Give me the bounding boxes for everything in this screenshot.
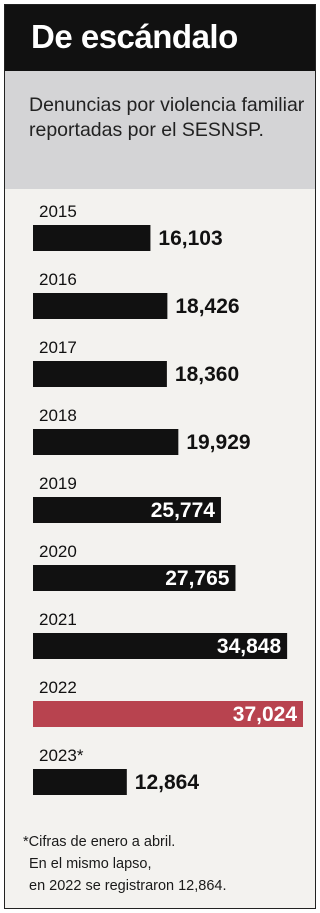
year-label: 2020: [39, 542, 77, 561]
year-label: 2022: [39, 678, 77, 697]
value-label: 37,024: [233, 703, 298, 726]
title-bar: De escándalo: [5, 5, 315, 71]
value-label: 27,765: [165, 567, 230, 590]
year-label: 2016: [39, 270, 77, 289]
bar: [33, 225, 151, 251]
footnote-line-2: En el mismo lapso,: [29, 856, 152, 872]
value-label: 25,774: [151, 499, 216, 522]
bar: [33, 701, 303, 727]
footnote-line-1: *Cifras de enero a abril.: [23, 834, 176, 850]
bar: [33, 293, 168, 319]
footnote: *Cifras de enero a abril. En el mismo la…: [23, 831, 313, 897]
chart-subtitle: Denuncias por violencia familiar reporta…: [29, 94, 305, 141]
footnote-line-3: en 2022 se registraron 12,864.: [29, 878, 227, 894]
value-label: 34,848: [217, 635, 282, 658]
value-label: 18,426: [175, 295, 239, 318]
subtitle-box: Denuncias por violencia familiar reporta…: [5, 71, 315, 189]
bar-chart: 2015 16,103 2016 18,426 2017 18,360 2018 19,929…: [33, 202, 303, 795]
value-label: 19,929: [186, 431, 250, 454]
value-label: 16,103: [158, 227, 222, 250]
year-label: 2021: [39, 610, 77, 629]
year-label: 2019: [39, 474, 77, 493]
value-label: 12,864: [135, 771, 200, 794]
bar: [33, 633, 288, 659]
chart-title: De escándalo: [31, 18, 238, 55]
bar: [33, 429, 179, 455]
year-label: 2018: [39, 406, 77, 425]
bar: [33, 769, 127, 795]
value-label: 18,360: [175, 363, 239, 386]
year-label: 2015: [39, 202, 77, 221]
bar: [33, 497, 221, 523]
year-label: 2023*: [39, 746, 84, 765]
year-label: 2017: [39, 338, 77, 357]
bar: [33, 361, 167, 387]
bar: [33, 565, 236, 591]
infographic-frame: De escándalo Denuncias por violencia fam…: [4, 4, 316, 909]
